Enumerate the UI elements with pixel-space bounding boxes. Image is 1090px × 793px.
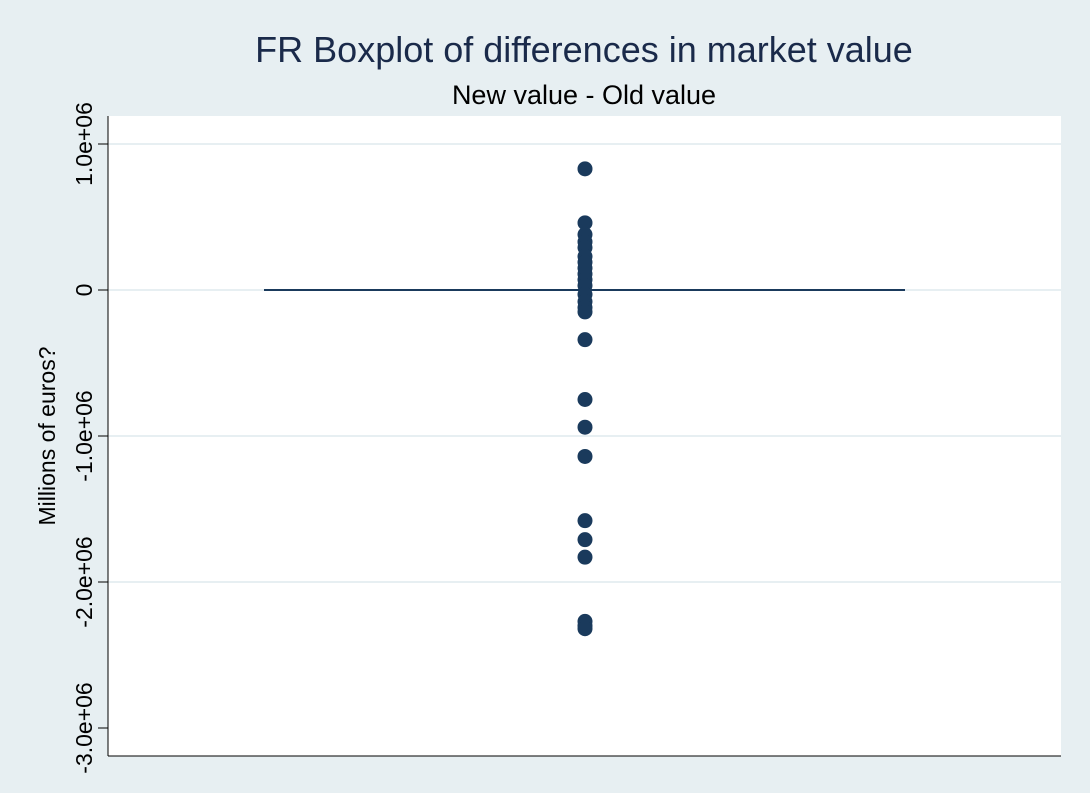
outlier-point [577, 161, 593, 177]
outlier-point [577, 419, 593, 435]
outlier-point [577, 304, 593, 320]
outlier-point [577, 549, 593, 565]
outlier-point [577, 332, 593, 348]
y-tick-label: -1.0e+06 [71, 390, 97, 481]
outlier-point [577, 392, 593, 407]
outlier-point [577, 448, 593, 464]
outlier-point [577, 621, 593, 637]
y-tick-label: -2.0e+06 [71, 536, 97, 627]
chart-title: FR Boxplot of differences in market valu… [255, 29, 913, 70]
outlier-point [577, 215, 593, 231]
y-tick-label: 1.0e+06 [71, 102, 97, 186]
y-axis-label: Millions of euros? [34, 347, 60, 526]
y-tick-label: 0 [71, 284, 97, 297]
outlier-point [577, 532, 593, 548]
y-tick-label: -3.0e+06 [71, 682, 97, 773]
chart-subtitle: New value - Old value [452, 80, 716, 110]
y-axis-ticks: 1.0e+06 0 -1.0e+06 -2.0e+06 -3.0e+06 [71, 102, 108, 774]
outlier-point [577, 513, 593, 529]
outlier-points [577, 161, 593, 637]
